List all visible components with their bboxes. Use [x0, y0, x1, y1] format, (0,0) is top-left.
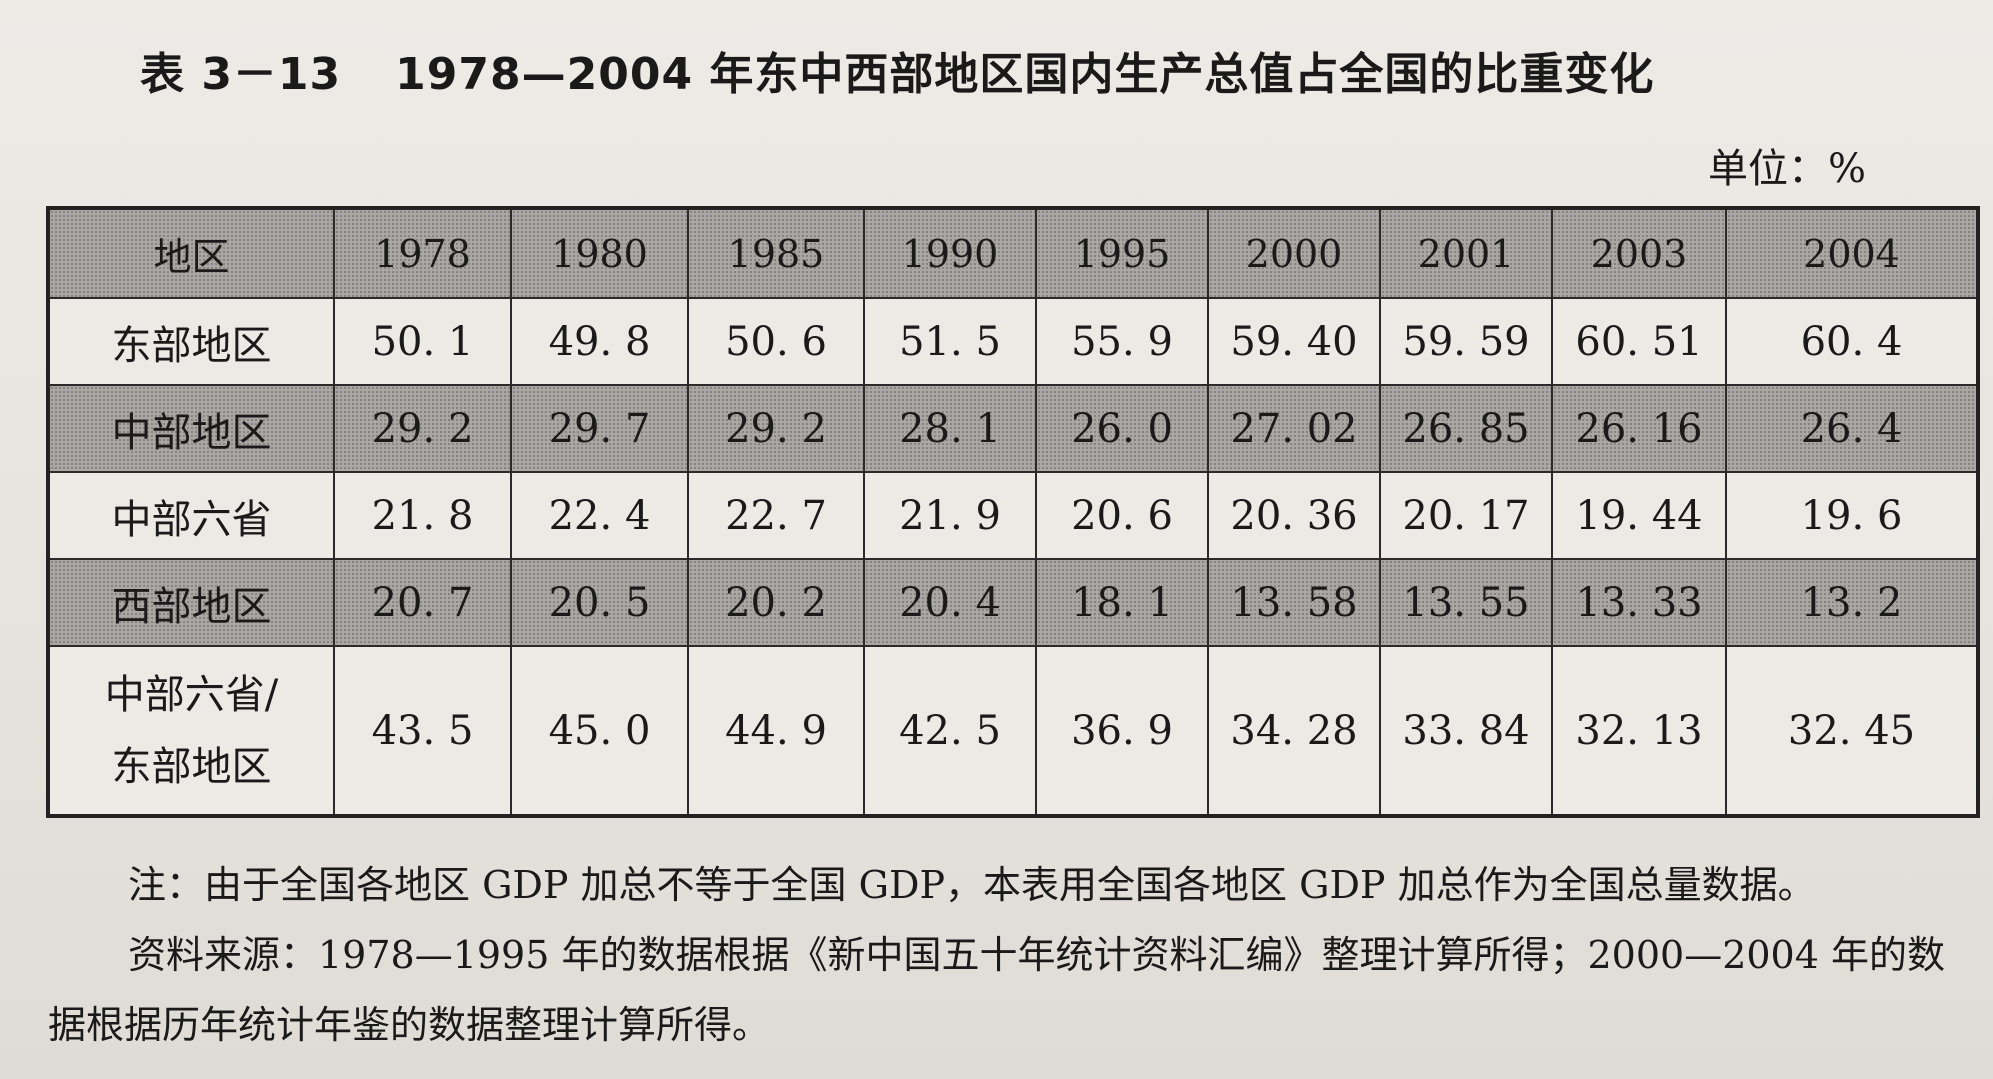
value-cell: 20. 36	[1207, 471, 1381, 560]
header-cell: 1995	[1035, 207, 1209, 299]
value-cell: 22. 4	[510, 471, 689, 560]
value-cell: 55. 9	[1035, 297, 1209, 386]
value-cell: 50. 1	[333, 297, 512, 386]
value-cell: 20. 7	[333, 558, 512, 647]
header-cell: 1985	[687, 207, 865, 299]
value-cell: 19. 44	[1551, 471, 1727, 560]
value-cell: 60. 51	[1551, 297, 1727, 386]
header-cell: 1990	[863, 207, 1037, 299]
value-cell: 29. 7	[510, 384, 689, 473]
value-cell: 59. 59	[1379, 297, 1553, 386]
header-cell: 2004	[1725, 207, 1979, 299]
value-cell: 26. 85	[1379, 384, 1553, 473]
value-cell: 49. 8	[510, 297, 689, 386]
value-cell: 13. 58	[1207, 558, 1381, 647]
value-cell: 32. 13	[1551, 645, 1727, 817]
value-cell: 43. 5	[333, 645, 512, 817]
header-row: 地区 1978 1980 1985 1990 1995 2000 2001 20…	[47, 207, 1979, 299]
unit-label: 单位：%	[1708, 146, 1867, 192]
header-cell: 2001	[1379, 207, 1553, 299]
value-cell: 29. 2	[687, 384, 865, 473]
value-cell: 50. 6	[687, 297, 865, 386]
header-cell: 1978	[333, 207, 512, 299]
region-label-line2: 东部地区	[111, 743, 272, 790]
value-cell: 26. 0	[1035, 384, 1209, 473]
value-cell: 36. 9	[1035, 645, 1209, 817]
table-row-west: 西部地区 20. 7 20. 5 20. 2 20. 4 18. 1 13. 5…	[47, 558, 1979, 647]
value-cell: 28. 1	[863, 384, 1037, 473]
value-cell: 20. 4	[863, 558, 1037, 647]
table-row-ratio: 中部六省/ 东部地区 43. 5 45. 0 44. 9 42. 5 36. 9…	[47, 645, 1979, 817]
value-cell: 21. 9	[863, 471, 1037, 560]
region-cell: 东部地区	[47, 297, 335, 386]
value-cell: 27. 02	[1207, 384, 1381, 473]
value-cell: 20. 6	[1035, 471, 1209, 560]
region-cell: 中部六省/ 东部地区	[47, 645, 335, 817]
table-row-central: 中部地区 29. 2 29. 7 29. 2 28. 1 26. 0 27. 0…	[47, 384, 1979, 473]
note-text: 注：由于全国各地区 GDP 加总不等于全国 GDP，本表用全国各地区 GDP 加…	[128, 863, 1816, 907]
source-text: 资料来源：1978—1995 年的数据根据《新中国五十年统计资料汇编》整理计算所…	[48, 933, 1945, 1047]
region-cell: 西部地区	[47, 558, 335, 647]
value-cell: 60. 4	[1725, 297, 1979, 386]
table-notes: 注：由于全国各地区 GDP 加总不等于全国 GDP，本表用全国各地区 GDP 加…	[48, 850, 1978, 1060]
header-cell: 2000	[1207, 207, 1381, 299]
value-cell: 20. 5	[510, 558, 689, 647]
value-cell: 45. 0	[510, 645, 689, 817]
header-cell: 1980	[510, 207, 689, 299]
value-cell: 13. 33	[1551, 558, 1727, 647]
region-cell: 中部六省	[47, 471, 335, 560]
value-cell: 59. 40	[1207, 297, 1381, 386]
value-cell: 19. 6	[1725, 471, 1979, 560]
value-cell: 26. 4	[1725, 384, 1979, 473]
value-cell: 44. 9	[687, 645, 865, 817]
header-cell: 2003	[1551, 207, 1727, 299]
value-cell: 51. 5	[863, 297, 1037, 386]
value-cell: 33. 84	[1379, 645, 1553, 817]
value-cell: 13. 55	[1379, 558, 1553, 647]
table-title: 表 3－13 1978—2004 年东中西部地区国内生产总值占全国的比重变化	[140, 38, 1654, 102]
table-number: 表 3－13	[140, 49, 342, 100]
value-cell: 32. 45	[1725, 645, 1979, 817]
gdp-share-table: 地区 1978 1980 1985 1990 1995 2000 2001 20…	[46, 206, 1980, 818]
header-cell: 地区	[47, 207, 335, 299]
value-cell: 34. 28	[1207, 645, 1381, 817]
table-title-text: 1978—2004 年东中西部地区国内生产总值占全国的比重变化	[395, 49, 1655, 100]
value-cell: 22. 7	[687, 471, 865, 560]
value-cell: 18. 1	[1035, 558, 1209, 647]
value-cell: 26. 16	[1551, 384, 1727, 473]
value-cell: 42. 5	[863, 645, 1037, 817]
table-row-central-six: 中部六省 21. 8 22. 4 22. 7 21. 9 20. 6 20. 3…	[47, 471, 1979, 560]
value-cell: 13. 2	[1725, 558, 1979, 647]
value-cell: 21. 8	[333, 471, 512, 560]
value-cell: 20. 2	[687, 558, 865, 647]
table-row-east: 东部地区 50. 1 49. 8 50. 6 51. 5 55. 9 59. 4…	[47, 297, 1979, 386]
region-cell: 中部地区	[47, 384, 335, 473]
value-cell: 20. 17	[1379, 471, 1553, 560]
value-cell: 29. 2	[333, 384, 512, 473]
region-label-line1: 中部六省/	[104, 671, 279, 718]
